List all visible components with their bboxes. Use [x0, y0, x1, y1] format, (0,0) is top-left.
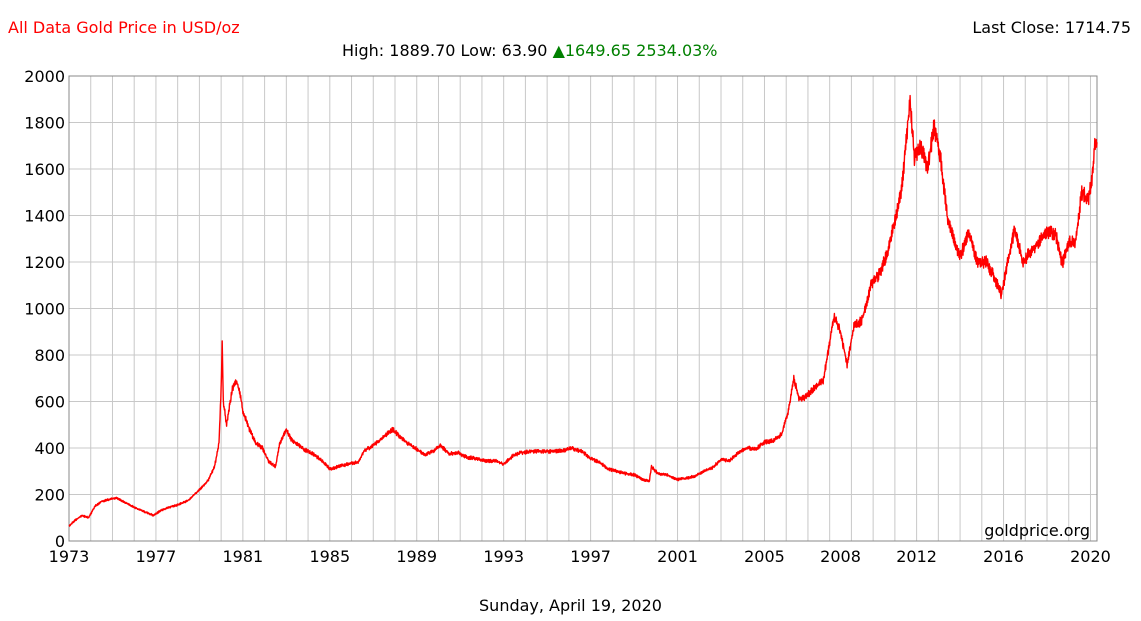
last-close: Last Close: 1714.75 — [972, 18, 1131, 37]
y-tick-label: 0 — [55, 532, 65, 551]
x-tick-label: 1981 — [223, 547, 264, 566]
plot-frame — [68, 75, 1098, 542]
change-arrow-icon: ▲ — [552, 41, 565, 60]
last-close-value: 1714.75 — [1064, 18, 1131, 37]
grid-lines — [68, 75, 1097, 542]
x-tick-label: 2005 — [744, 547, 785, 566]
x-tick-label: 2008 — [820, 547, 861, 566]
low-label: Low: — [460, 41, 497, 60]
y-tick-label: 1400 — [24, 207, 65, 226]
footer-date: Sunday, April 19, 2020 — [479, 596, 662, 615]
x-tick-label: 1977 — [136, 547, 177, 566]
x-tick-label: 1973 — [49, 547, 90, 566]
gold-price-line — [68, 94, 1098, 527]
change-percent: 2534.03% — [636, 41, 718, 60]
x-tick-label: 1985 — [309, 547, 350, 566]
x-tick-label: 2012 — [896, 547, 937, 566]
x-axis-ticks: 1973 1977 1981 1985 1989 1993 1997 2001 2005 2008… — [49, 547, 1111, 566]
x-tick-label: 2001 — [657, 547, 698, 566]
last-close-label: Last Close: — [972, 18, 1060, 37]
y-tick-label: 600 — [34, 393, 65, 412]
low-value: 63.90 — [501, 41, 548, 60]
high-value: 1889.70 — [389, 41, 456, 60]
y-tick-label: 1600 — [24, 160, 65, 179]
x-tick-label: 1993 — [483, 547, 524, 566]
y-tick-label: 1000 — [24, 300, 65, 319]
y-tick-label: 200 — [34, 486, 65, 505]
x-tick-label: 2016 — [983, 547, 1024, 566]
x-tick-label: 1989 — [396, 547, 437, 566]
chart-title: All Data Gold Price in USD/oz — [8, 18, 240, 37]
y-axis-ticks: 0 200 400 600 800 1000 1200 1400 1600 1800 2000 — [24, 67, 65, 551]
x-tick-label: 2020 — [1070, 547, 1111, 566]
y-tick-label: 400 — [34, 439, 65, 458]
y-tick-label: 2000 — [24, 67, 65, 86]
y-tick-label: 1200 — [24, 253, 65, 272]
high-label: High: — [342, 41, 385, 60]
y-tick-label: 1800 — [24, 114, 65, 133]
change-value: 1649.65 — [564, 41, 632, 60]
price-summary: High: 1889.70 Low: 63.90 ▲1649.65 2534.0… — [342, 41, 718, 60]
watermark-text: goldprice.org — [984, 521, 1090, 540]
y-tick-label: 800 — [34, 346, 65, 365]
x-tick-label: 1997 — [570, 547, 611, 566]
